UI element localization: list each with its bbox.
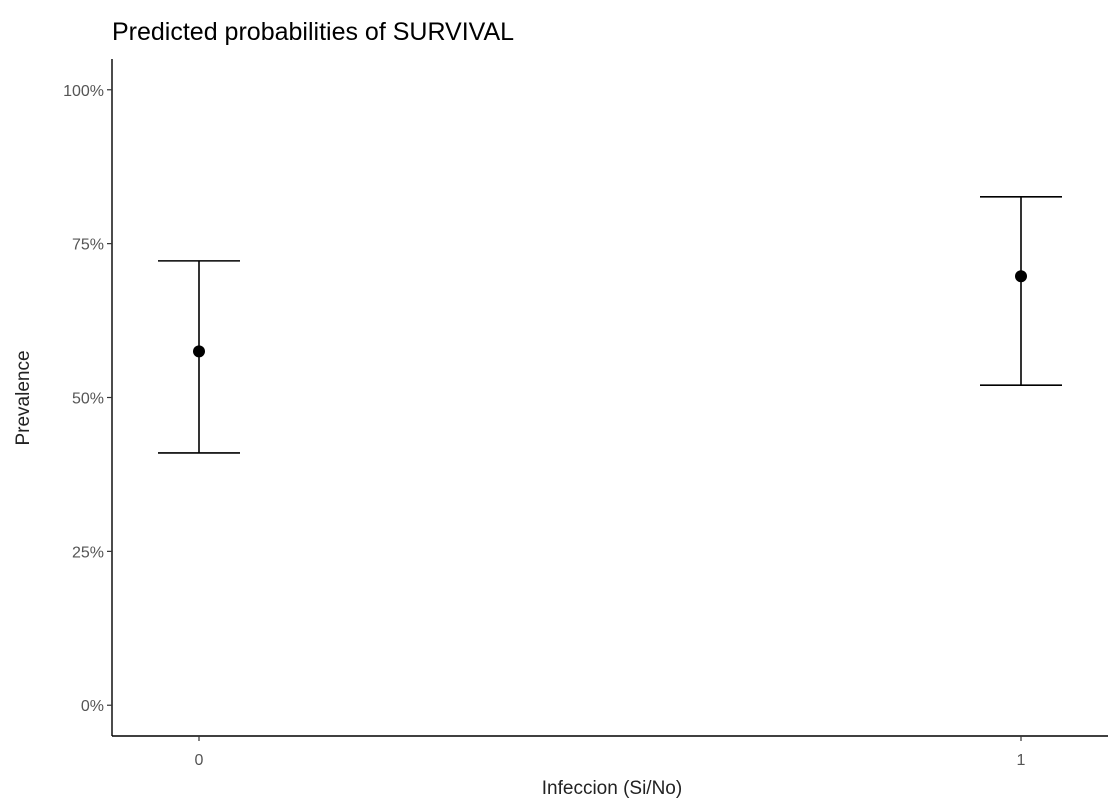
y-tick-label: 100% <box>63 83 104 100</box>
plot-marks <box>158 196 1062 454</box>
x-tick-label: 1 <box>1017 752 1026 769</box>
y-axis-title: Prevalence <box>13 350 34 445</box>
chart-title: Predicted probabilities of SURVIVAL <box>112 18 514 46</box>
y-tick-label: 25% <box>72 544 104 561</box>
x-axis-title: Infeccion (Si/No) <box>542 778 682 799</box>
x-tick-label: 0 <box>195 752 204 769</box>
y-axis: 0% 25% 50% 75% 100% <box>63 59 113 736</box>
data-point-0 <box>193 345 205 358</box>
y-tick-label: 75% <box>72 237 104 254</box>
data-point-1 <box>1015 270 1027 283</box>
y-tick-label: 50% <box>72 391 104 408</box>
y-tick-label: 0% <box>81 698 104 715</box>
